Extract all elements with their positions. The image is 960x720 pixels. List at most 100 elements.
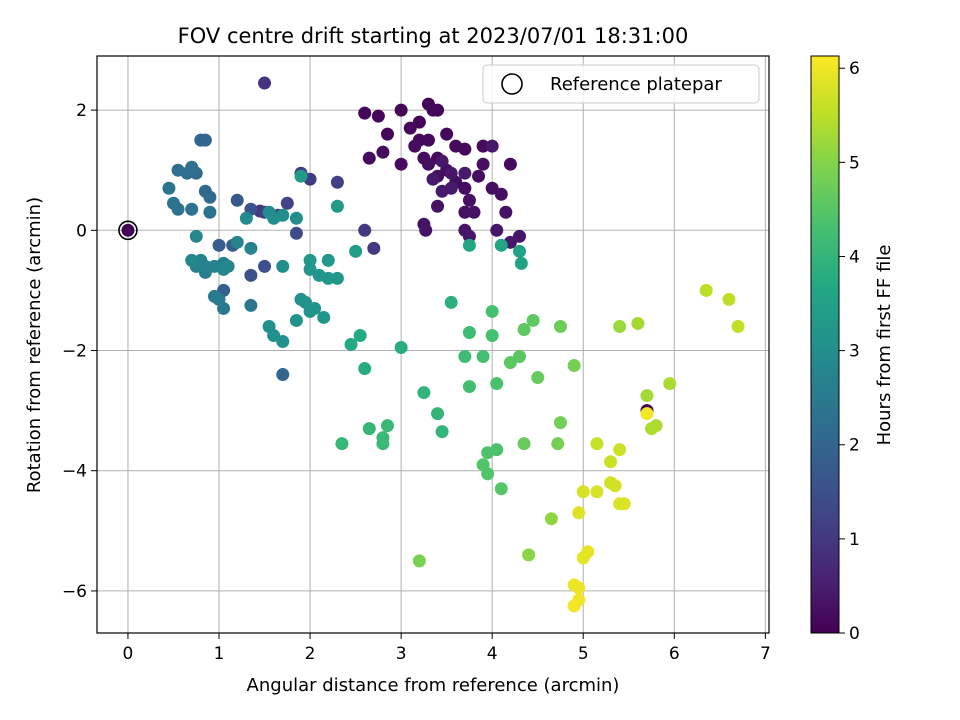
data-point: [344, 338, 358, 351]
data-point: [203, 205, 217, 219]
data-point: [567, 359, 581, 373]
data-point: [531, 371, 545, 385]
data-point: [553, 416, 567, 430]
data-point: [212, 238, 226, 252]
data-point: [426, 172, 440, 186]
data-point: [412, 554, 426, 568]
data-point: [476, 139, 490, 153]
data-point: [162, 181, 176, 195]
data-point: [258, 259, 272, 273]
data-point: [462, 380, 476, 394]
data-point: [367, 241, 381, 255]
y-tick-label: −4: [62, 462, 87, 482]
data-point: [645, 422, 659, 436]
data-point: [276, 368, 290, 382]
data-point: [185, 253, 199, 267]
data-point: [544, 512, 558, 526]
colorbar-tick-label: 3: [849, 342, 860, 362]
data-point: [371, 109, 385, 123]
x-tick-label: 0: [123, 644, 134, 664]
data-point: [203, 190, 217, 204]
data-point: [499, 205, 513, 219]
data-point: [276, 259, 290, 273]
data-point: [380, 419, 394, 433]
y-tick-label: −2: [62, 342, 87, 362]
data-point: [472, 169, 486, 183]
data-point: [289, 211, 303, 225]
legend-marker: [501, 73, 523, 95]
colorbar-tick-label: 5: [849, 153, 860, 173]
data-point: [613, 319, 627, 333]
data-point: [462, 193, 476, 207]
data-point: [376, 145, 390, 159]
data-point: [353, 328, 367, 342]
data-point: [185, 160, 199, 174]
x-tick-label: 5: [578, 644, 589, 664]
data-point: [244, 241, 258, 255]
data-point: [590, 485, 604, 499]
data-point: [321, 253, 335, 267]
data-point: [722, 292, 736, 306]
x-tick-label: 2: [305, 644, 316, 664]
data-point: [217, 301, 231, 315]
data-point: [317, 310, 331, 324]
data-point: [490, 223, 504, 237]
data-point: [330, 199, 344, 213]
data-point: [230, 193, 244, 207]
data-point: [121, 223, 135, 237]
data-point: [476, 157, 490, 171]
data-point: [435, 154, 449, 168]
data-point: [572, 506, 586, 520]
data-point: [276, 334, 290, 348]
chart-title: FOV centre drift starting at 2023/07/01 …: [178, 24, 689, 48]
data-point: [631, 316, 645, 330]
data-point: [358, 362, 372, 376]
data-point: [458, 350, 472, 364]
data-point: [462, 325, 476, 339]
data-point: [458, 142, 472, 156]
data-point: [458, 166, 472, 180]
data-point: [576, 485, 590, 499]
y-axis-label: Rotation from reference (arcmin): [24, 197, 45, 493]
data-point: [239, 211, 253, 225]
data-point: [358, 223, 372, 237]
data-point: [462, 229, 476, 243]
data-point: [613, 443, 627, 457]
data-point: [444, 181, 458, 195]
data-point: [604, 455, 618, 469]
data-point: [526, 313, 540, 327]
data-point: [421, 133, 435, 147]
data-point: [230, 235, 244, 249]
data-point: [276, 208, 290, 222]
data-point: [308, 301, 322, 315]
plot-frame: [96, 55, 770, 634]
data-point: [171, 202, 185, 216]
data-point: [640, 389, 654, 403]
colorbar-ticks: 0 1 2 3 4 5 6: [839, 59, 860, 644]
data-point: [467, 205, 481, 219]
data-point: [185, 202, 199, 216]
reference-marker: [118, 220, 138, 241]
data-point: [189, 229, 203, 243]
data-point: [376, 437, 390, 451]
data-point: [394, 103, 408, 117]
x-tick-label: 1: [214, 644, 225, 664]
data-point: [458, 181, 472, 195]
data-point: [431, 199, 445, 213]
data-point: [522, 548, 536, 562]
data-point: [490, 377, 504, 391]
data-point: [417, 386, 431, 400]
data-point: [481, 467, 495, 481]
data-point: [403, 121, 417, 135]
data-point: [330, 271, 344, 285]
x-tick-label: 4: [487, 644, 498, 664]
data-point: [198, 133, 212, 147]
data-point: [394, 157, 408, 171]
data-point: [553, 319, 567, 333]
colorbar-tick-label: 1: [849, 530, 860, 550]
data-point: [244, 268, 258, 282]
data-point: [440, 127, 454, 141]
data-point: [358, 106, 372, 120]
data-point: [426, 103, 440, 117]
